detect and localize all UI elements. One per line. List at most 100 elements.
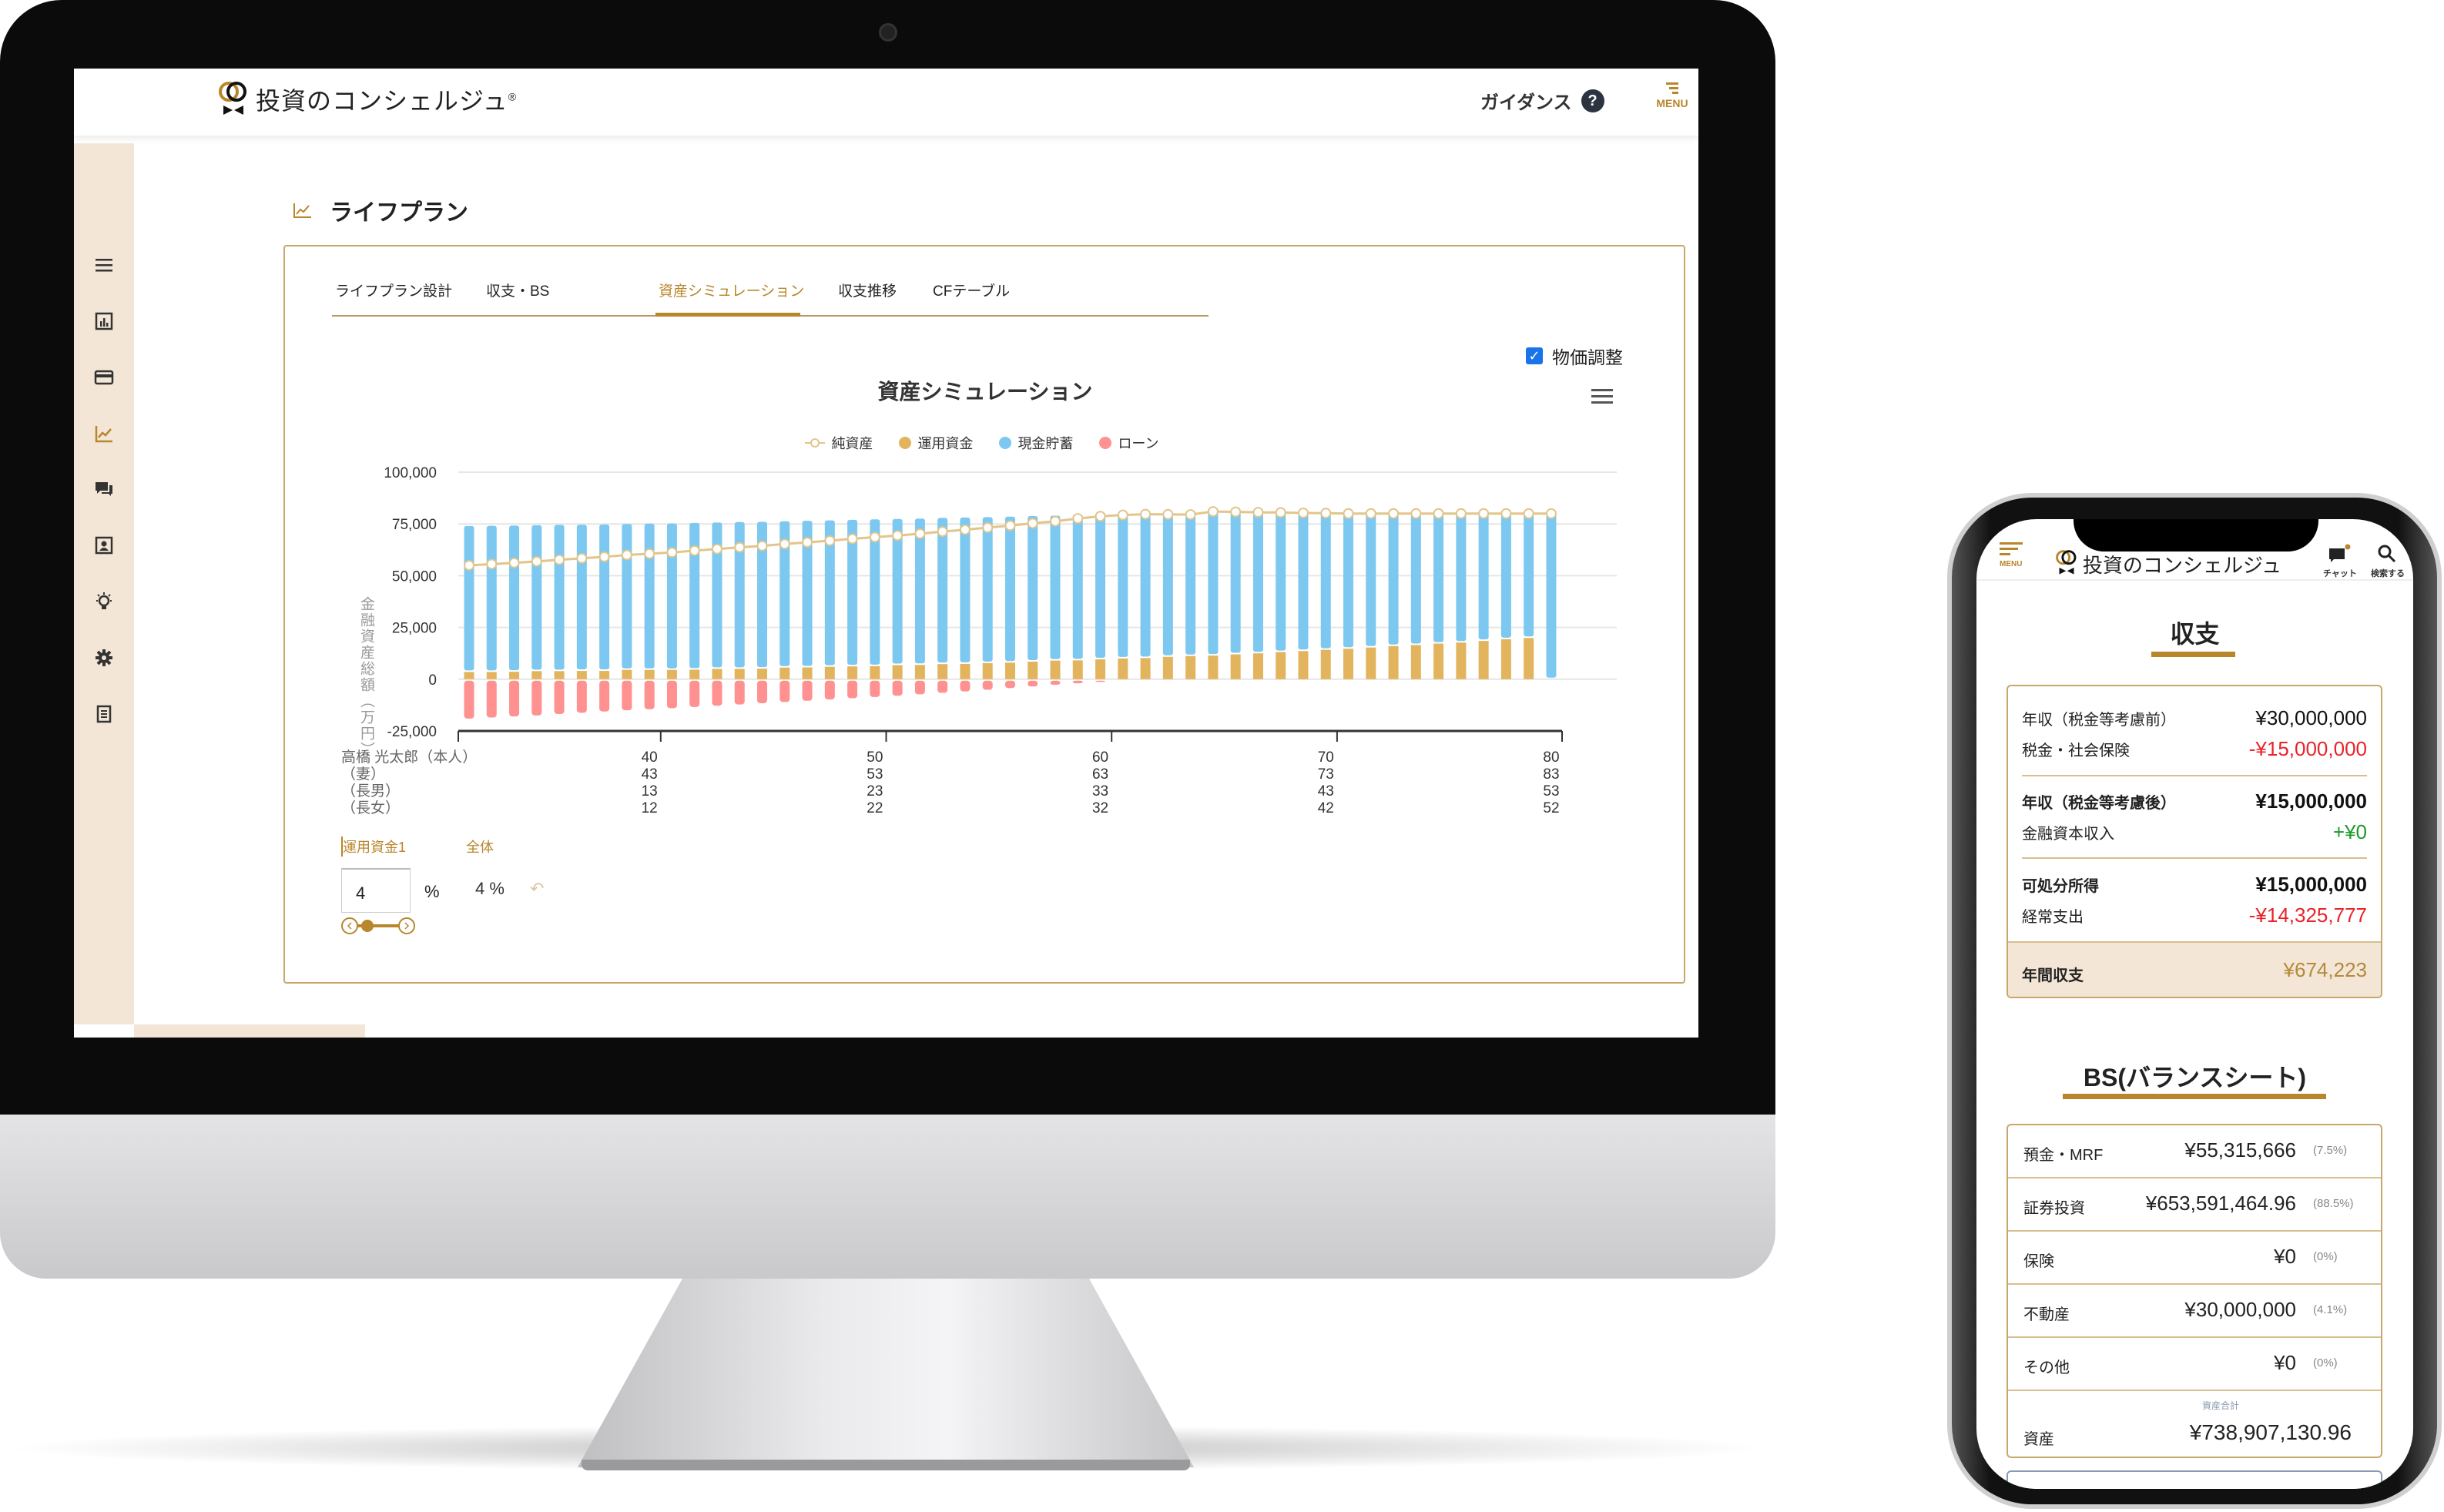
search-icon xyxy=(2378,545,2396,563)
row-percent: (0%) xyxy=(2313,1356,2338,1370)
row-label: 預金・MRF xyxy=(2023,1147,2104,1164)
overall-rate: 4 % xyxy=(475,879,505,898)
contact-card-icon[interactable] xyxy=(94,535,114,555)
brand-logo[interactable]: 投資のコンシェルジュ® xyxy=(217,79,517,119)
legend-label: ローン xyxy=(1118,436,1159,451)
sidebar xyxy=(74,143,134,1024)
income-row: 年収（税金等考慮後） ¥15,000,000 xyxy=(2022,790,2367,813)
chart-menu-icon[interactable] xyxy=(1591,389,1613,407)
lightbulb-icon[interactable] xyxy=(94,592,114,612)
tab-all[interactable]: 全体 xyxy=(466,840,494,855)
row-label: 保険 xyxy=(2023,1253,2054,1270)
slider-decrease-icon[interactable] xyxy=(341,917,358,934)
mobile-brand: 投資のコンシェルジュ xyxy=(2083,554,2282,577)
row-value: ¥15,000,000 xyxy=(2255,873,2367,896)
bs-title: BS(バランスシート) xyxy=(2083,1064,2307,1091)
help-icon: ? xyxy=(1581,89,1604,112)
hamburger-icon[interactable] xyxy=(94,255,114,275)
page-title: ライフプラン xyxy=(293,193,468,227)
page-title-text: ライフプラン xyxy=(330,200,468,226)
income-title: 収支 xyxy=(2170,620,2220,648)
price-adjust-label: 物価調整 xyxy=(1552,347,1623,367)
mobile-menu-button[interactable]: MENU xyxy=(2000,542,2038,568)
bs-row: 不動産 ¥30,000,000 (4.1%) xyxy=(2008,1285,2381,1338)
legend-investment-funds[interactable]: 運用資金 xyxy=(899,433,973,453)
chat-icon[interactable] xyxy=(94,479,114,499)
income-row: 税金・社会保険 -¥15,000,000 xyxy=(2022,737,2367,761)
chart-legend: 純資産 運用資金 現金貯蓄 ローン xyxy=(687,433,1277,453)
income-row: 可処分所得 ¥15,000,000 xyxy=(2022,873,2367,897)
rate-unit: % xyxy=(424,882,440,901)
menu-button[interactable]: MENU xyxy=(1653,81,1691,109)
bs-row: 保険 ¥0 (0%) xyxy=(2008,1232,2381,1285)
tab-cf-table[interactable]: CFテーブル xyxy=(933,283,1011,300)
logo-icon xyxy=(2056,550,2077,575)
desktop-screen: 投資のコンシェルジュ® ガイダンス ? MENU ライフプラン ライフプラン設計… xyxy=(74,69,1698,1038)
row-value: +¥0 xyxy=(2332,820,2367,843)
camera-icon xyxy=(879,23,897,42)
row-value: ¥15,000,000 xyxy=(2255,790,2367,813)
gear-icon[interactable] xyxy=(94,648,114,668)
menu-label: MENU xyxy=(1656,97,1688,109)
rate-slider[interactable] xyxy=(341,916,415,936)
divider xyxy=(2022,857,2367,859)
income-row: 経常支出 -¥14,325,777 xyxy=(2022,904,2367,927)
brand-name: 投資のコンシェルジュ® xyxy=(256,87,518,115)
row-value: -¥14,325,777 xyxy=(2248,904,2367,927)
row-label: 金融資本収入 xyxy=(2022,826,2114,843)
checkbox-checked-icon[interactable]: ✓ xyxy=(1526,347,1543,364)
undo-icon[interactable]: ↶ xyxy=(530,879,545,898)
chat-button[interactable]: チャット xyxy=(2317,544,2363,579)
row-label: 年収（税金等考慮前） xyxy=(2022,712,2176,729)
row-value: ¥738,907,130.96 xyxy=(2189,1420,2352,1444)
simulation-card xyxy=(283,245,1685,984)
menu-icon xyxy=(1666,82,1678,94)
mobile-header: MENU 投資のコンシェルジュ チャット 検索する xyxy=(1976,519,2413,581)
credit-card-icon[interactable] xyxy=(94,367,114,387)
y-axis-title: 金融資産総額（万円） xyxy=(358,596,374,758)
price-adjust-checkbox[interactable]: ✓ 物価調整 xyxy=(1526,343,1623,369)
annual-balance-row: 年間収支 ¥674,223 xyxy=(2008,941,2381,997)
legend-label: 現金貯蓄 xyxy=(1017,436,1074,451)
row-value: ¥30,000,000 xyxy=(2184,1298,2296,1321)
legend-dot-icon xyxy=(999,437,1012,449)
legend-cash-savings[interactable]: 現金貯蓄 xyxy=(999,433,1073,453)
legend-loan[interactable]: ローン xyxy=(1099,433,1159,453)
tab-income-trend[interactable]: 収支推移 xyxy=(838,283,897,300)
active-tab-indicator xyxy=(655,313,800,317)
row-value: ¥30,000,000 xyxy=(2255,706,2367,729)
imac-stand xyxy=(578,1279,1194,1467)
imac-chin xyxy=(0,1115,1775,1279)
guidance-button[interactable]: ガイダンス ? xyxy=(1480,87,1604,114)
search-label: 検索する xyxy=(2371,569,2405,578)
row-percent: (4.1%) xyxy=(2313,1303,2348,1316)
search-button[interactable]: 検索する xyxy=(2371,544,2413,579)
tab-fund-1[interactable]: 運用資金1 xyxy=(341,836,406,857)
income-card: 年収（税金等考慮前） ¥30,000,000 税金・社会保険 -¥15,000,00… xyxy=(2006,685,2382,998)
tab-income-bs[interactable]: 収支・BS xyxy=(486,283,550,300)
divider xyxy=(2022,775,2367,776)
slider-thumb[interactable] xyxy=(361,920,374,932)
next-card xyxy=(2006,1470,2382,1489)
document-icon[interactable] xyxy=(94,704,114,724)
legend-dot-icon xyxy=(899,437,912,449)
row-label: 税金・社会保険 xyxy=(2022,743,2130,759)
imac-foot xyxy=(582,1460,1190,1470)
bs-row: その他 ¥0 (0%) xyxy=(2008,1338,2381,1391)
horizontal-scrollbar[interactable] xyxy=(134,1024,365,1038)
rate-input[interactable]: 4 xyxy=(341,868,411,913)
row-label: 年収（税金等考慮後） xyxy=(2022,795,2176,812)
legend-net-assets[interactable]: 純資産 xyxy=(805,433,873,453)
bar-chart-icon[interactable] xyxy=(94,311,114,331)
line-chart-icon[interactable] xyxy=(94,424,114,444)
row-value: ¥0 xyxy=(2274,1245,2296,1268)
slider-increase-icon[interactable] xyxy=(398,917,415,934)
bs-card: 預金・MRF ¥55,315,666 (7.5%) 証券投資 ¥653,591,464… xyxy=(2006,1124,2382,1458)
tab-asset-simulation[interactable]: 資産シミュレーション xyxy=(659,283,805,300)
chat-label: チャット xyxy=(2323,569,2357,578)
row-label: 経常支出 xyxy=(2022,909,2084,926)
fund-tabs: 運用資金1 全体 xyxy=(341,836,494,857)
chart-title: 資産シミュレーション xyxy=(877,380,1093,404)
legend-label: 純資産 xyxy=(831,436,873,451)
tab-lifeplan-design[interactable]: ライフプラン設計 xyxy=(335,283,453,300)
